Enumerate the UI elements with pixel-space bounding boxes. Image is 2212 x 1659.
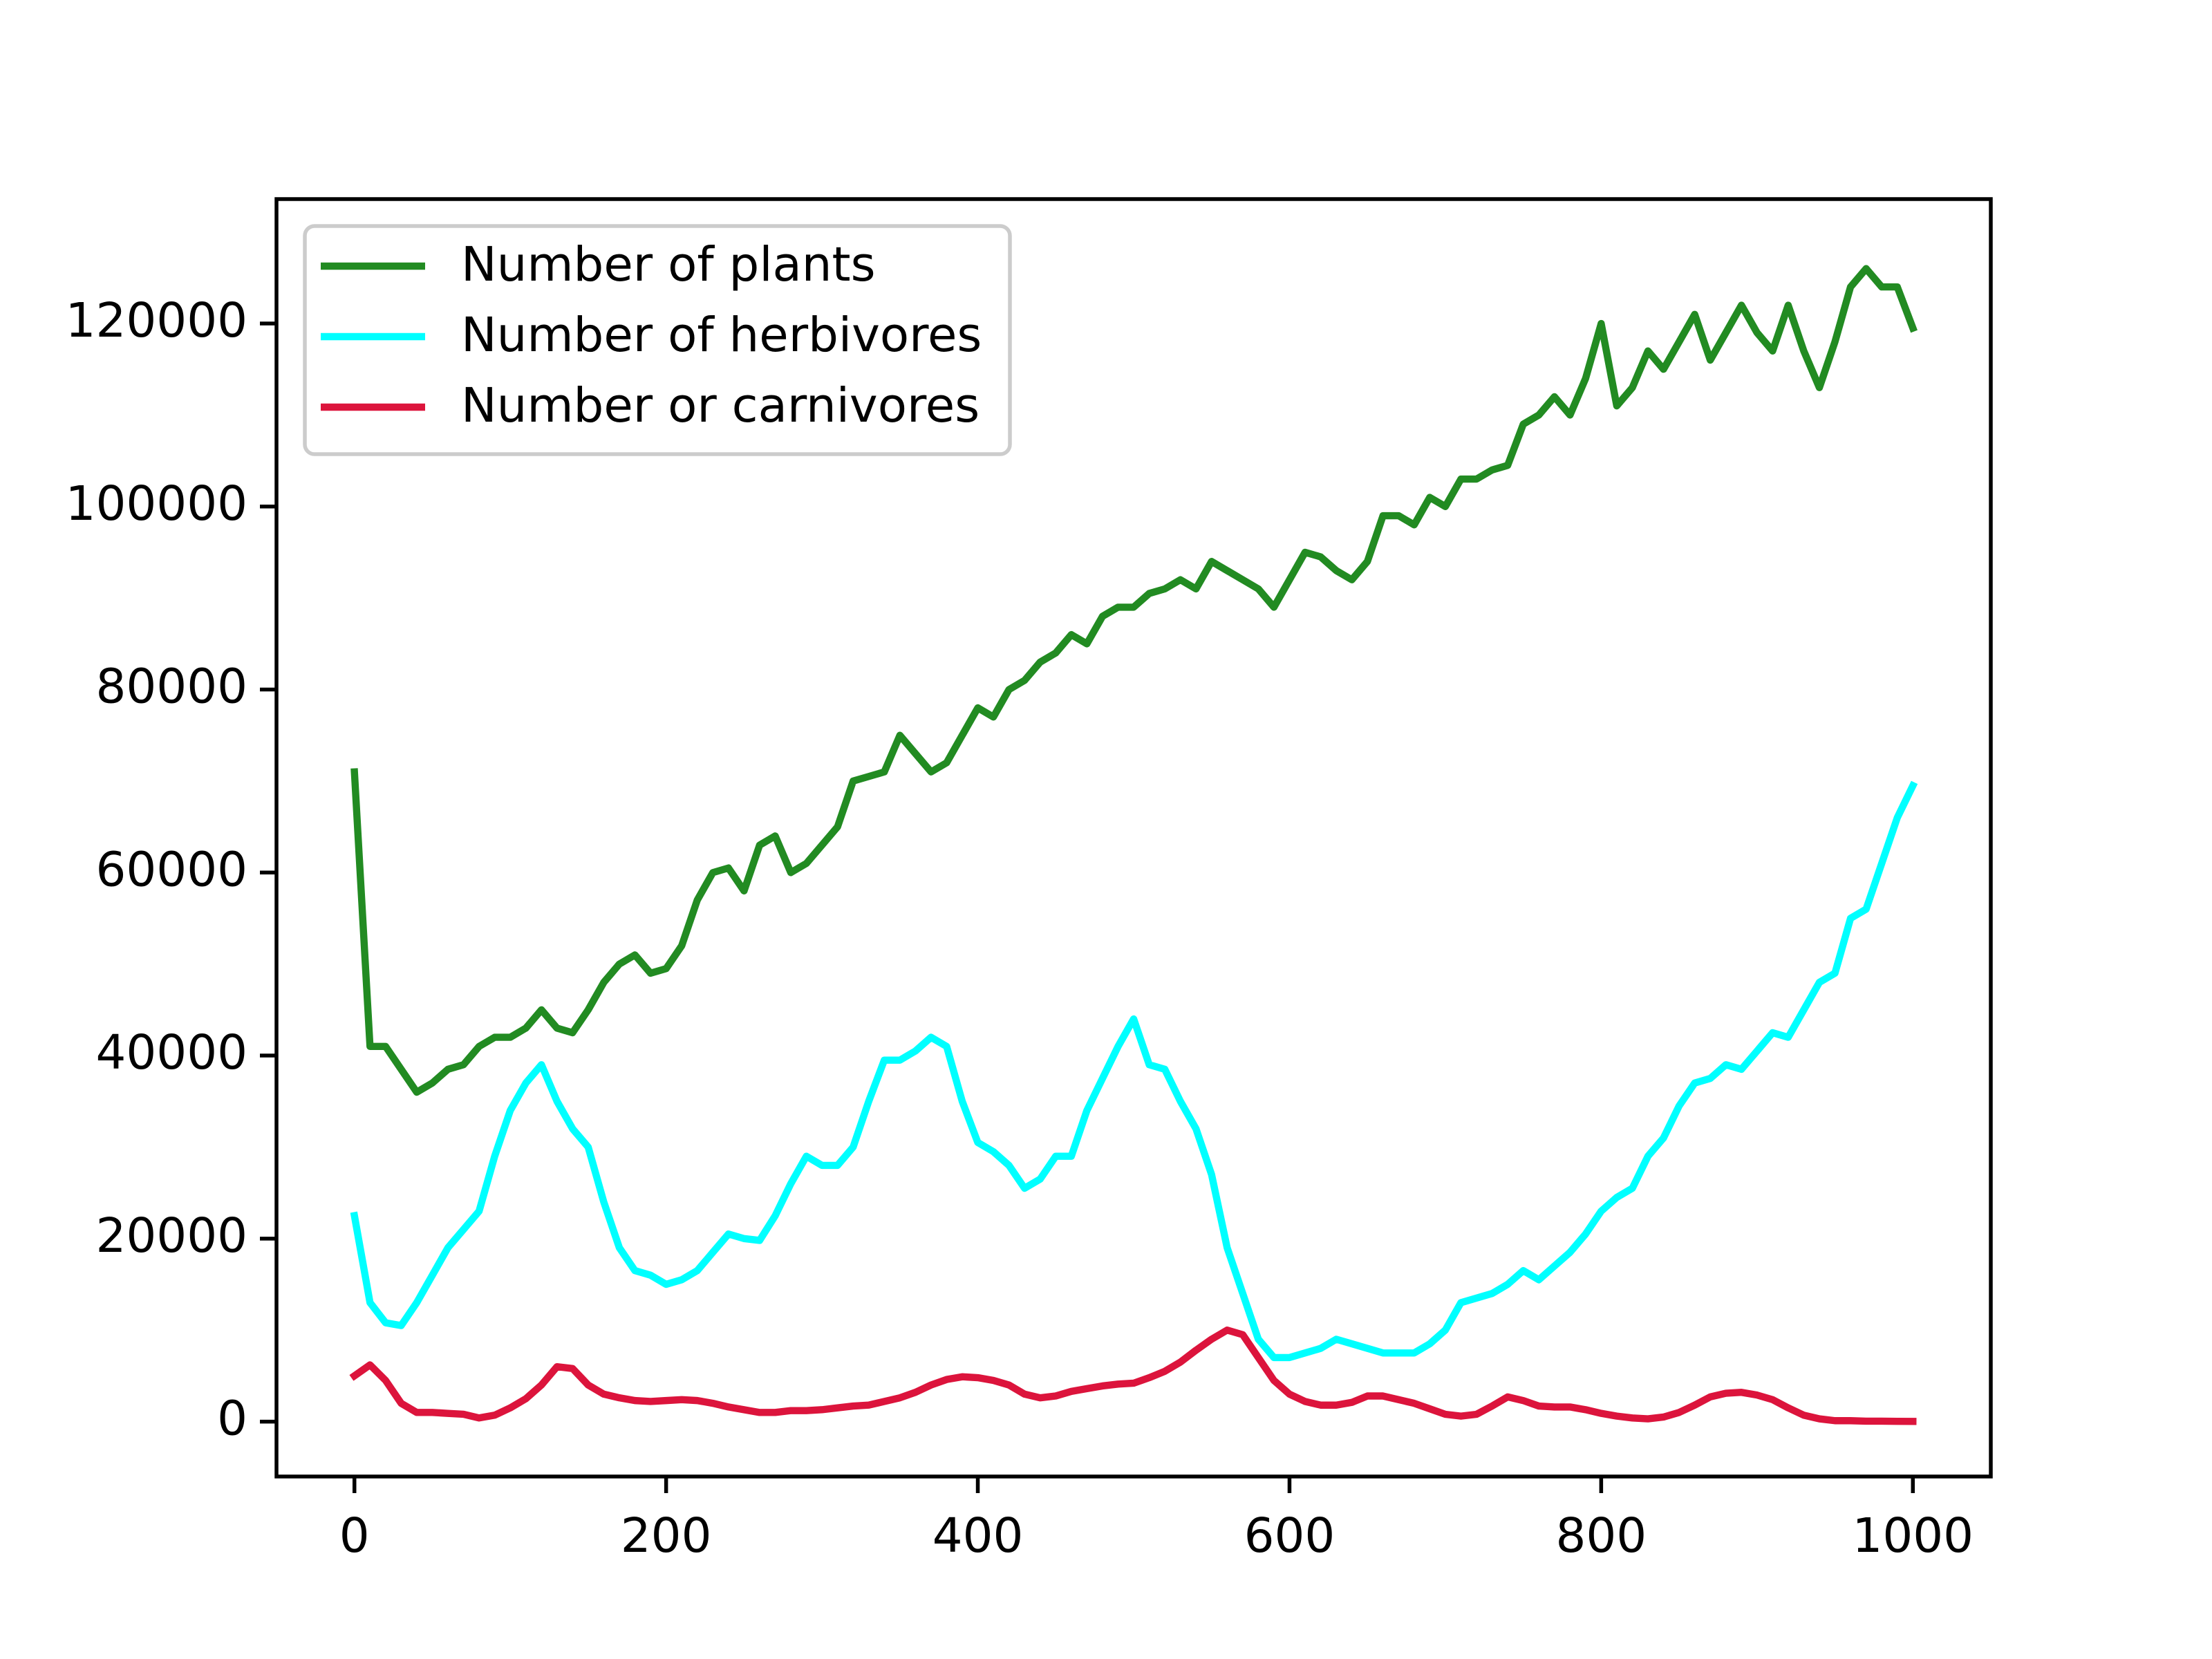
series-line: [350, 780, 1918, 1362]
x-tick-label: 400: [932, 1508, 1024, 1564]
plot-area: [349, 265, 1918, 1425]
legend-label: Number of plants: [461, 237, 876, 292]
series-line: [349, 1326, 1917, 1425]
legend-label: Number of herbivores: [461, 308, 982, 363]
series-line: [350, 265, 1918, 1096]
x-tick-label: 200: [621, 1508, 712, 1564]
legend: Number of plants Number of herbivores Numb…: [303, 224, 1012, 456]
y-tick-label: 20000: [96, 1208, 248, 1264]
legend-label: Number or carnivores: [461, 378, 980, 433]
x-tick-label: 800: [1556, 1508, 1647, 1564]
legend-box: [303, 224, 1012, 456]
axes-frame: [274, 197, 1993, 1479]
y-tick-label: 100000: [66, 476, 247, 532]
x-tick-label: 0: [339, 1508, 370, 1564]
x-tick-label: 600: [1244, 1508, 1335, 1564]
x-tick-label: 1000: [1852, 1508, 1974, 1564]
y-tick-label: 0: [217, 1391, 247, 1447]
y-tick-label: 40000: [96, 1025, 248, 1080]
y-tick-label: 120000: [66, 293, 247, 348]
y-tick-label: 80000: [96, 659, 248, 715]
y-tick-label: 60000: [96, 842, 248, 897]
